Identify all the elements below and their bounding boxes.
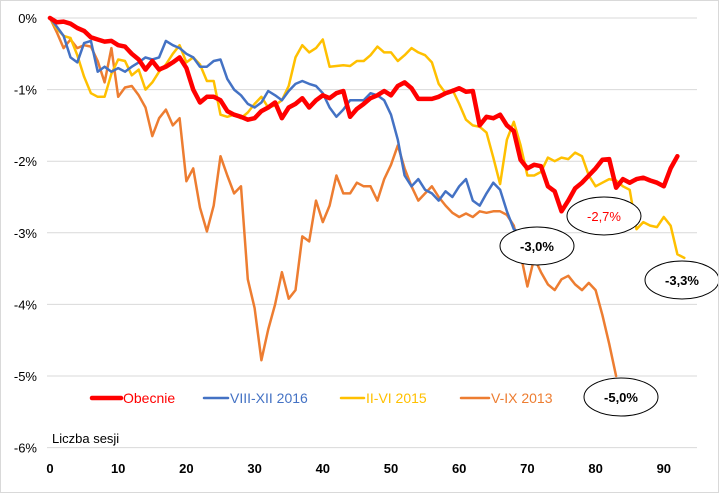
- x-axis-tick-labels: 0 10 20 30 40 50 60 70 80 90: [46, 461, 671, 476]
- series-line-obecnie: [47, 15, 680, 214]
- y-tick-label: -5%: [14, 369, 38, 384]
- legend-item: V-IX 2013: [459, 390, 553, 406]
- x-tick-label: 80: [588, 461, 602, 476]
- legend: Obecnie VIII-XII 2016 II-VI 2015 V-IX 2013: [89, 390, 553, 406]
- x-tick-label: 50: [384, 461, 398, 476]
- gridlines: [47, 17, 697, 449]
- annotation-label: -2,7%: [587, 209, 621, 224]
- annotation-callout: -3,3%: [644, 260, 719, 300]
- y-tick-label: -1%: [14, 83, 38, 98]
- series-lines: [47, 15, 686, 378]
- legend-label: VIII-XII 2016: [230, 390, 308, 406]
- y-tick-label: -6%: [14, 441, 38, 456]
- x-tick-label: 20: [179, 461, 193, 476]
- y-axis-tick-labels: 0% -1% -2% -3% -4% -5% -6%: [14, 11, 38, 456]
- annotation-ellipse: [499, 226, 575, 266]
- legend-label: V-IX 2013: [491, 390, 553, 406]
- annotation-label: -3,3%: [665, 273, 699, 288]
- y-tick-label: -4%: [14, 297, 38, 312]
- y-tick-label: 0%: [18, 11, 37, 26]
- annotation-ellipse: [566, 196, 642, 236]
- x-axis-label: Liczba sesji: [52, 431, 119, 446]
- legend-label: II-VI 2015: [366, 390, 427, 406]
- annotation-ellipse: [583, 377, 659, 417]
- legend-item: Obecnie: [89, 390, 175, 406]
- x-tick-label: 40: [316, 461, 330, 476]
- y-tick-label: -3%: [14, 226, 38, 241]
- annotation-callout: -2,7%: [566, 196, 642, 236]
- x-tick-label: 60: [452, 461, 466, 476]
- annotation-callout: -5,0%: [583, 377, 659, 417]
- x-tick-label: 90: [657, 461, 671, 476]
- annotation-ellipse: [644, 260, 719, 300]
- x-tick-label: 30: [247, 461, 261, 476]
- legend-item: VIII-XII 2016: [202, 390, 308, 406]
- x-tick-label: 70: [520, 461, 534, 476]
- x-tick-label: 0: [46, 461, 53, 476]
- annotations: -2,7% -3,0% -3,3% -5,0%: [499, 196, 719, 417]
- series-line-ii-vi-2015: [48, 16, 686, 260]
- annotation-callout: -3,0%: [499, 226, 575, 266]
- legend-label: Obecnie: [123, 390, 175, 406]
- annotation-label: -5,0%: [604, 390, 638, 405]
- annotation-label: -3,0%: [520, 239, 554, 254]
- series-line-viii-xii-2016: [48, 16, 522, 235]
- legend-item: II-VI 2015: [339, 390, 427, 406]
- x-tick-label: 10: [111, 461, 125, 476]
- y-tick-label: -2%: [14, 154, 38, 169]
